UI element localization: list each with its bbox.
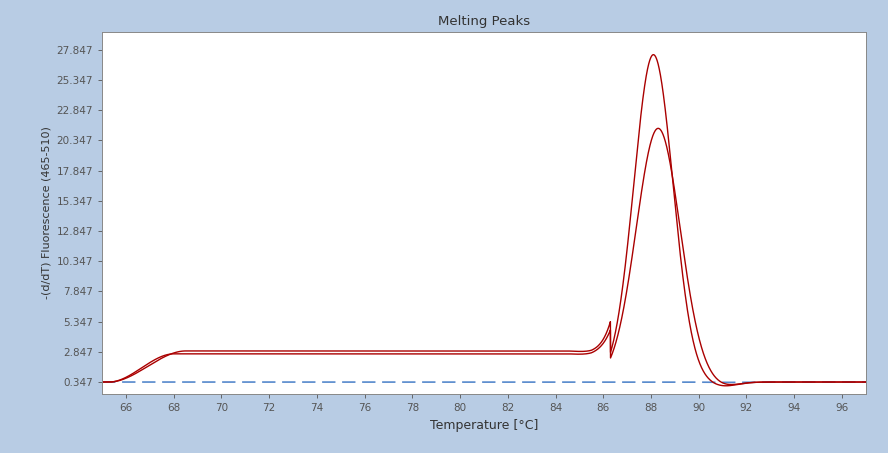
Title: Melting Peaks: Melting Peaks — [438, 15, 530, 28]
X-axis label: Temperature [°C]: Temperature [°C] — [430, 419, 538, 432]
Y-axis label: -(d/dT) Fluorescence (465-510): -(d/dT) Fluorescence (465-510) — [41, 126, 51, 299]
